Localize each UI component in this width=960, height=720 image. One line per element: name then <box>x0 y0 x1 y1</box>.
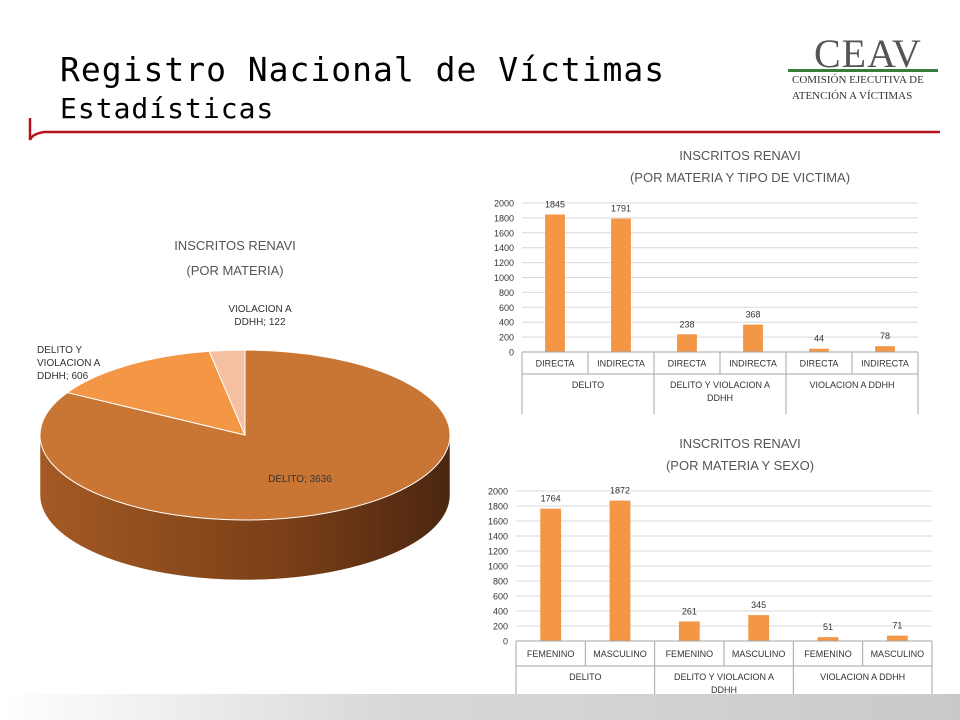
ceav-logo: CEAV COMISIÓN EJECUTIVA DE ATENCIÓN A VÍ… <box>780 30 940 110</box>
bar1-y-tick-label: 1200 <box>494 258 514 268</box>
bar1-data-label: 238 <box>679 319 694 329</box>
bar1-y-tick-label: 0 <box>509 348 514 358</box>
bar1-bar <box>743 324 763 352</box>
bar2-y-tick-label: 1000 <box>488 562 508 572</box>
bar2-y-tick-label: 1200 <box>488 547 508 557</box>
bar1-y-tick-label: 800 <box>499 288 514 298</box>
header-accent-line <box>28 118 940 141</box>
bar1-category-label: INDIRECTA <box>597 359 645 369</box>
bar1-y-tick-label: 1000 <box>494 273 514 283</box>
bar1-y-tick-label: 600 <box>499 303 514 313</box>
pie-data-label: VIOLACION A DDHH; 122 <box>228 304 292 328</box>
bar2-category-label: FEMENINO <box>666 649 714 659</box>
bar1-title: INSCRITOS RENAVI <box>679 148 801 163</box>
bar2-data-label: 1764 <box>541 494 561 504</box>
bar1-y-tick-label: 2000 <box>494 199 514 209</box>
bar1-bar <box>611 218 631 352</box>
pie-data-label: DELITO Y VIOLACION A DDHH; 606 <box>37 345 101 382</box>
bar1-subtitle: (POR MATERIA Y TIPO DE VICTIMA) <box>630 170 850 185</box>
pie-title: INSCRITOS RENAVI <box>174 238 296 253</box>
bar1-category-label: INDIRECTA <box>729 359 777 369</box>
bar2-group-label: DELITO <box>569 672 601 682</box>
bar1-group-label: DELITO <box>572 380 604 390</box>
footer-bar <box>0 694 960 720</box>
bar2-y-tick-label: 2000 <box>488 487 508 497</box>
bar1-bar <box>875 346 895 352</box>
header-accent-curve <box>28 118 940 141</box>
bar1-data-label: 78 <box>880 331 890 341</box>
bar2-y-tick-label: 800 <box>493 577 508 587</box>
bar2-bar <box>678 621 700 641</box>
bar1-y-tick-label: 200 <box>499 333 514 343</box>
bar2-group-label: DELITO Y VIOLACION A DDHH <box>674 672 774 695</box>
pie-slice <box>208 349 246 436</box>
logo-subtitle-line1: COMISIÓN EJECUTIVA DE <box>792 74 924 86</box>
bar2-category-label: FEMENINO <box>527 649 575 659</box>
page-title: Registro Nacional de Víctimas <box>60 50 666 89</box>
bar1-y-tick-label: 1800 <box>494 213 514 223</box>
bar2-category-label: FEMENINO <box>804 649 852 659</box>
pie-subtitle: (POR MATERIA) <box>186 263 283 278</box>
bar2-subtitle: (POR MATERIA Y SEXO) <box>666 458 814 473</box>
logo-subtitle-line2: ATENCIÓN A VÍCTIMAS <box>792 90 913 102</box>
bar2-category-label: MASCULINO <box>871 649 925 659</box>
bar2-data-label: 71 <box>892 621 902 631</box>
bar2-group-label: VIOLACION A DDHH <box>820 672 905 682</box>
bar2-y-tick-label: 600 <box>493 592 508 602</box>
bar2-category-label: MASCULINO <box>593 649 647 659</box>
bar2-bar <box>540 508 562 641</box>
bar1-category-label: DIRECTA <box>668 359 707 369</box>
pie-chart-por-materia: INSCRITOS RENAVI (POR MATERIA) DELITO; 363… <box>37 238 451 581</box>
bar1-data-label: 1791 <box>611 204 631 214</box>
bar2-bar <box>748 615 770 641</box>
logo-main-text: CEAV <box>814 31 922 76</box>
bar2-data-label: 1872 <box>610 486 630 496</box>
bar1-y-tick-label: 1600 <box>494 228 514 238</box>
bar2-bar <box>609 500 631 641</box>
bar1-category-label: DIRECTA <box>536 359 575 369</box>
pie-slice <box>66 350 246 436</box>
bar2-y-tick-label: 0 <box>503 637 508 647</box>
bar2-y-tick-label: 1400 <box>488 532 508 542</box>
bar2-y-tick-label: 1800 <box>488 502 508 512</box>
bar1-bar <box>677 334 697 352</box>
bar2-data-label: 345 <box>751 600 766 610</box>
bar2-title: INSCRITOS RENAVI <box>679 436 801 451</box>
bar1-group-label: DELITO Y VIOLACION A DDHH <box>670 380 770 403</box>
bar1-data-label: 1845 <box>545 200 565 210</box>
top-bar <box>0 0 960 6</box>
bar2-y-tick-label: 200 <box>493 622 508 632</box>
logo-divider <box>788 69 938 72</box>
bar1-group-label: VIOLACION A DDHH <box>809 380 894 390</box>
bar2-y-tick-label: 1600 <box>488 517 508 527</box>
bar1-bar <box>809 348 829 352</box>
bar1-category-label: DIRECTA <box>800 359 839 369</box>
bar1-bar <box>545 214 565 352</box>
bar1-category-label: INDIRECTA <box>861 359 909 369</box>
bar2-bar <box>817 637 839 641</box>
page-subtitle: Estadísticas <box>60 92 275 125</box>
bar1-data-label: 368 <box>745 310 760 320</box>
bar1-data-label: 44 <box>814 334 824 344</box>
bar2-data-label: 261 <box>682 606 697 616</box>
bar1-y-tick-label: 1400 <box>494 243 514 253</box>
bar2-y-tick-label: 400 <box>493 607 508 617</box>
bar1-y-tick-label: 400 <box>499 318 514 328</box>
pie-data-label: DELITO; 3636 <box>268 474 332 485</box>
bar2-bar <box>886 635 908 641</box>
bar-chart-tipo-victima: INSCRITOS RENAVI (POR MATERIA Y TIPO DE V… <box>494 148 919 414</box>
bar-chart-sexo: INSCRITOS RENAVI (POR MATERIA Y SEXO) 0 200… <box>488 436 933 706</box>
bar2-data-label: 51 <box>823 622 833 632</box>
bar2-category-label: MASCULINO <box>732 649 786 659</box>
